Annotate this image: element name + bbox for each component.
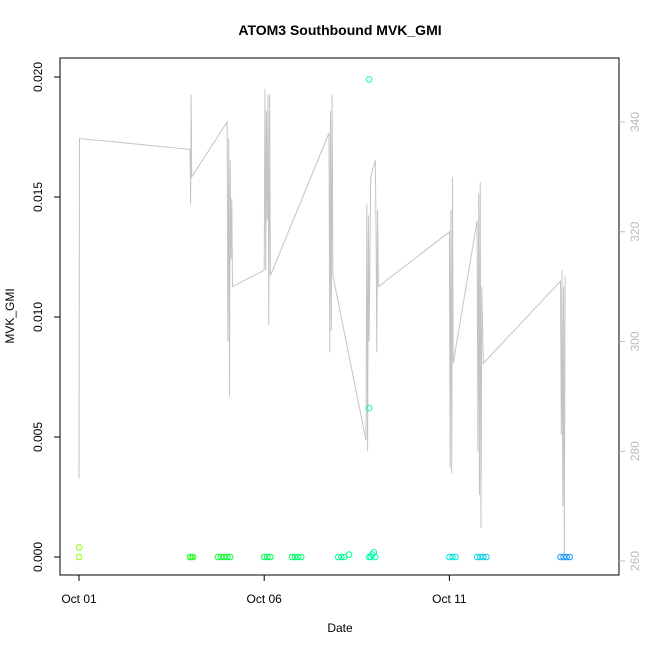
data-point — [345, 551, 353, 558]
data-point — [365, 404, 373, 412]
data-point — [566, 553, 574, 561]
y-tick-label: 0.005 — [31, 422, 45, 452]
data-point — [476, 553, 484, 561]
data-point — [223, 553, 231, 561]
y-tick-label: 0.020 — [31, 62, 45, 92]
y2-tick-label: 340 — [628, 112, 642, 132]
axes-layer: Oct 01 Oct 06 Oct 11 0.000 0.005 0.010 0.015 0.… — [31, 62, 642, 606]
data-point — [449, 553, 456, 561]
y2-tick-label: 260 — [628, 551, 642, 571]
y2-tick-label: 300 — [628, 331, 642, 351]
data-point — [563, 553, 570, 561]
y-axis-label: MVK_GMI — [3, 288, 17, 343]
x-tick-label: Oct 01 — [61, 592, 97, 606]
data-point — [557, 553, 564, 561]
data-point — [483, 553, 490, 561]
data-point — [217, 553, 225, 561]
data-point — [75, 553, 83, 561]
data-point — [263, 553, 271, 561]
data-point — [371, 553, 379, 561]
data-point — [560, 553, 567, 561]
data-point-layer — [75, 76, 574, 561]
data-point — [338, 553, 345, 561]
data-point — [291, 553, 299, 561]
data-point — [267, 553, 274, 561]
x-axis-label: Date — [327, 621, 353, 635]
data-point — [260, 553, 268, 561]
data-point — [294, 553, 302, 561]
data-point — [473, 553, 481, 561]
secondary-series-line-layer — [78, 89, 566, 556]
data-point — [297, 553, 305, 561]
y-tick-label: 0.000 — [31, 542, 45, 572]
data-point — [480, 553, 487, 561]
data-point — [288, 553, 296, 561]
data-point — [214, 553, 222, 561]
y2-tick-label: 280 — [628, 441, 642, 461]
data-point — [189, 553, 197, 561]
data-point — [452, 553, 459, 561]
data-point — [446, 553, 453, 561]
plot-frame — [59, 57, 620, 576]
data-point — [334, 553, 342, 561]
data-point — [365, 76, 373, 83]
y-tick-label: 0.010 — [31, 302, 45, 332]
data-point — [75, 544, 83, 551]
x-tick-label: Oct 11 — [432, 592, 467, 606]
x-tick-label: Oct 06 — [247, 592, 283, 606]
y2-tick-label: 320 — [628, 221, 642, 241]
y-tick-label: 0.015 — [31, 182, 45, 212]
secondary-series-line — [78, 89, 566, 556]
data-point — [220, 553, 228, 561]
data-point — [226, 553, 234, 561]
chart-title: ATOM3 Southbound MVK_GMI — [238, 22, 441, 38]
